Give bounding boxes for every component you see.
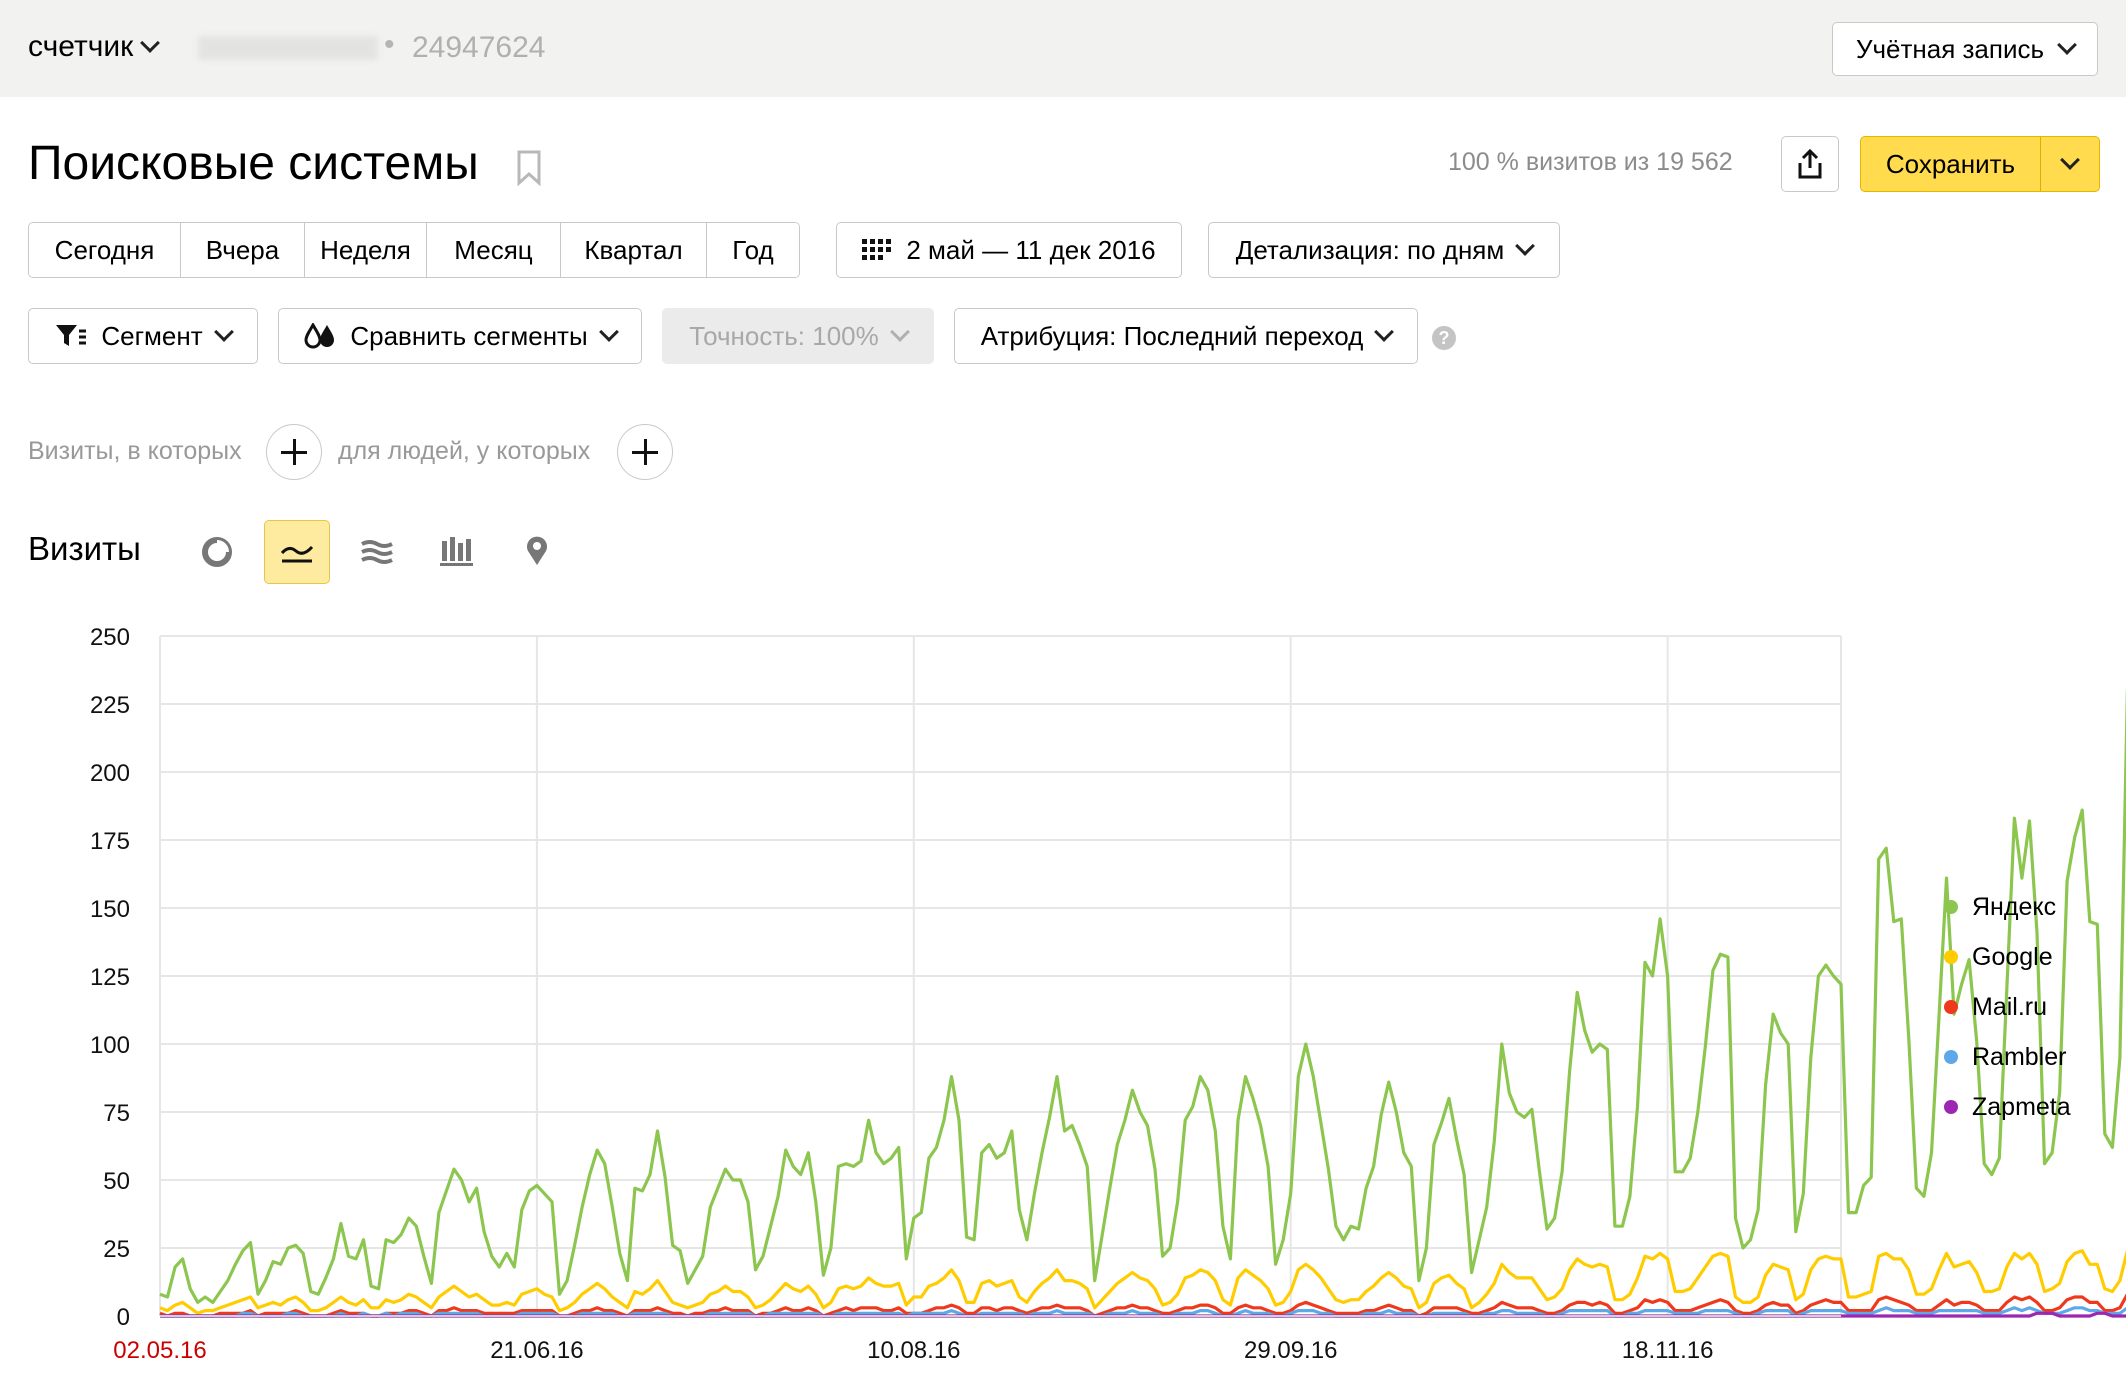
chevron-down-icon xyxy=(1374,322,1395,342)
period-selector: Сегодня Вчера Неделя Месяц Квартал Год xyxy=(28,222,800,278)
bookmark-icon[interactable] xyxy=(516,150,542,186)
chart-title: Визиты xyxy=(28,530,141,567)
legend-label: Google xyxy=(1972,942,2053,971)
legend-marker xyxy=(1944,1000,1958,1014)
pie-chart-icon xyxy=(202,537,232,567)
y-tick-label: 150 xyxy=(90,896,130,923)
bar-chart-icon xyxy=(440,537,473,566)
period-quarter[interactable]: Квартал xyxy=(561,223,707,277)
period-week[interactable]: Неделя xyxy=(305,223,427,277)
legend-label: Zapmeta xyxy=(1972,1092,2071,1121)
legend-marker xyxy=(1944,1050,1958,1064)
chevron-down-icon xyxy=(1515,236,1536,256)
y-tick-label: 0 xyxy=(117,1304,130,1331)
attribution-label: Атрибуция: Последний переход xyxy=(980,320,1364,351)
visits-filter-label: Визиты, в которых xyxy=(28,437,242,465)
map-icon xyxy=(527,536,547,565)
counter-selector[interactable]: счетчик xyxy=(28,30,161,64)
legend-marker xyxy=(1944,1100,1958,1114)
y-tick-label: 75 xyxy=(103,1100,130,1127)
legend-item-yandex[interactable]: Яндекс xyxy=(1944,882,2071,932)
visits-line-chart: 0 25 50 75 100 125 150 175 200 225 250 02.05.16 21.0… xyxy=(90,624,2126,1364)
help-icon[interactable]: ? xyxy=(1432,326,1456,350)
series-line-Mail.ru xyxy=(159,1293,2126,1318)
legend-item-rambler[interactable]: Rambler xyxy=(1944,1032,2071,1082)
save-dropdown[interactable] xyxy=(2041,137,2099,191)
compare-label: Сравнить сегменты xyxy=(350,320,588,351)
visits-share-text: 100 % визитов из 19 562 xyxy=(1448,148,1733,176)
compare-segments-button[interactable]: Сравнить сегменты xyxy=(278,308,642,364)
y-tick-label: 250 xyxy=(90,624,130,651)
chevron-down-icon xyxy=(213,322,234,342)
chevron-down-icon xyxy=(2060,150,2080,170)
export-button[interactable] xyxy=(1781,136,1839,192)
legend-item-zapmeta[interactable]: Zapmeta xyxy=(1944,1082,2071,1132)
y-tick-label: 50 xyxy=(103,1168,130,1195)
period-today[interactable]: Сегодня xyxy=(29,223,181,277)
legend-label: Яндекс xyxy=(1972,892,2057,921)
detail-dropdown[interactable]: Детализация: по дням xyxy=(1208,222,1560,278)
x-tick-label: 10.08.16 xyxy=(867,1337,960,1364)
y-tick-label: 25 xyxy=(103,1236,130,1263)
chevron-down-icon xyxy=(140,33,161,53)
y-tick-label: 125 xyxy=(90,964,130,991)
page-title: Поисковые системы xyxy=(28,137,479,190)
segment-button[interactable]: Сегмент xyxy=(28,308,258,364)
add-people-filter-button[interactable] xyxy=(617,424,673,480)
legend-item-mailru[interactable]: Mail.ru xyxy=(1944,982,2071,1032)
top-bar: счетчик • 24947624 Учётная запись xyxy=(0,0,2126,97)
date-range-label: 2 май — 11 дек 2016 xyxy=(906,234,1156,265)
series-line-Яндекс xyxy=(159,689,2126,1305)
account-label: Учётная запись xyxy=(1855,33,2045,64)
chart-legend: Яндекс Google Mail.ru Rambler Zapmeta xyxy=(1944,882,2071,1132)
counter-id: 24947624 xyxy=(412,31,546,64)
map-button[interactable] xyxy=(504,520,570,584)
period-yesterday[interactable]: Вчера xyxy=(181,223,305,277)
legend-item-google[interactable]: Google xyxy=(1944,932,2071,982)
calendar-icon xyxy=(862,239,892,260)
period-year[interactable]: Год xyxy=(707,223,799,277)
legend-marker xyxy=(1944,950,1958,964)
bar-chart-button[interactable] xyxy=(424,520,490,584)
y-tick-label: 175 xyxy=(90,828,130,855)
line-chart-icon xyxy=(280,545,314,563)
counter-label: счетчик xyxy=(28,30,134,63)
attribution-dropdown[interactable]: Атрибуция: Последний переход xyxy=(954,308,1418,364)
detail-label: Детализация: по дням xyxy=(1235,234,1505,265)
series-line-Google xyxy=(159,1249,2126,1315)
y-tick-label: 100 xyxy=(90,1032,130,1059)
chevron-down-icon xyxy=(2057,35,2077,55)
segment-label: Сегмент xyxy=(101,320,203,351)
share-icon xyxy=(1798,149,1822,179)
x-tick-label: 02.05.16 xyxy=(113,1337,206,1364)
filter-icon xyxy=(56,325,87,346)
add-visit-filter-button[interactable] xyxy=(266,424,322,480)
site-name-blurred xyxy=(198,36,378,60)
separator-dot: • xyxy=(384,28,395,61)
line-chart-button[interactable] xyxy=(264,520,330,584)
y-tick-label: 200 xyxy=(90,760,130,787)
legend-label: Rambler xyxy=(1972,1042,2067,1071)
drops-icon xyxy=(304,323,335,349)
x-tick-label: 29.09.16 xyxy=(1244,1337,1337,1364)
account-button[interactable]: Учётная запись xyxy=(1832,22,2098,76)
accuracy-dropdown[interactable]: Точность: 100% xyxy=(662,308,934,364)
date-range-button[interactable]: 2 май — 11 дек 2016 xyxy=(836,222,1182,278)
people-filter-label: для людей, у которых xyxy=(338,437,591,465)
period-month[interactable]: Месяц xyxy=(427,223,561,277)
pie-chart-button[interactable] xyxy=(184,520,250,584)
legend-label: Mail.ru xyxy=(1972,992,2048,1021)
save-label: Сохранить xyxy=(1861,137,2041,191)
stacked-area-button[interactable] xyxy=(344,520,410,584)
save-button[interactable]: Сохранить xyxy=(1860,136,2100,192)
legend-marker xyxy=(1944,900,1958,914)
chevron-down-icon xyxy=(889,322,910,342)
x-tick-label: 21.06.16 xyxy=(490,1337,583,1364)
chevron-down-icon xyxy=(598,322,619,342)
stacked-area-icon xyxy=(361,540,393,564)
y-tick-label: 225 xyxy=(90,692,130,719)
x-tick-label: 18.11.16 xyxy=(1622,1337,1714,1364)
accuracy-label: Точность: 100% xyxy=(689,320,879,351)
